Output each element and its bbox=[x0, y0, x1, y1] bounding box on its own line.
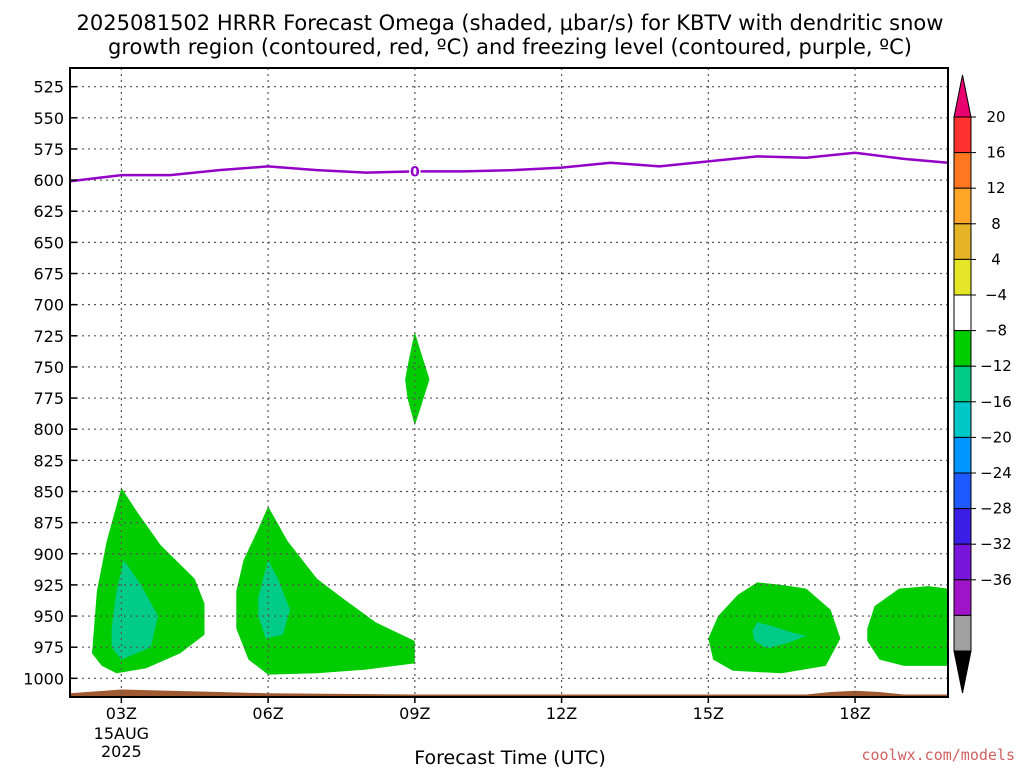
colorbar-box bbox=[953, 365, 972, 403]
y-tick-label: 675 bbox=[33, 265, 64, 284]
x-tick-label: 09Z bbox=[399, 704, 430, 723]
y-tick-label: 850 bbox=[33, 482, 64, 501]
y-tick-label: 825 bbox=[33, 451, 64, 470]
omega-region-6 bbox=[752, 622, 807, 649]
x-tick-label: 06Z bbox=[252, 704, 283, 723]
omega-region-3 bbox=[258, 560, 291, 639]
omega-colorbar: 20 16 12 8 4 −4 −8 −12 −16 −20 −24 −28 −32 −36 bbox=[953, 74, 1012, 694]
colorbar-box bbox=[953, 223, 972, 260]
omega-region-1 bbox=[111, 560, 158, 660]
colorbar-label: 16 bbox=[986, 144, 1005, 162]
y-tick-label: 550 bbox=[33, 109, 64, 128]
colorbar-label: 4 bbox=[991, 250, 1001, 268]
colorbar-label: 20 bbox=[986, 108, 1005, 126]
colorbar-box bbox=[953, 614, 972, 652]
colorbar-box bbox=[953, 330, 972, 367]
x-tick-label: 15Z bbox=[693, 704, 724, 723]
colorbar-box bbox=[953, 508, 972, 545]
x-date-label: 15AUG bbox=[94, 724, 149, 743]
colorbar-label: −24 bbox=[980, 464, 1012, 482]
colorbar-label: −28 bbox=[980, 500, 1012, 518]
omega-shading bbox=[92, 332, 948, 675]
omega-region-4 bbox=[405, 332, 430, 426]
colorbar-label: −12 bbox=[980, 357, 1012, 375]
colorbar-box bbox=[953, 436, 972, 474]
colorbar-box bbox=[953, 472, 972, 510]
colorbar-box bbox=[953, 116, 972, 154]
y-tick-label: 650 bbox=[33, 233, 64, 252]
chart-title-line-2: growth region (contoured, red, ºC) and f… bbox=[108, 35, 912, 59]
y-tick-label: 1000 bbox=[23, 669, 64, 688]
freezing-level-label: 0 bbox=[410, 164, 420, 180]
y-tick-label: 625 bbox=[33, 202, 64, 221]
colorbar-box bbox=[953, 543, 972, 581]
freezing-level-contour: 0 bbox=[69, 151, 949, 183]
y-tick-label: 575 bbox=[33, 140, 64, 159]
x-axis-title: Forecast Time (UTC) bbox=[414, 747, 605, 768]
colorbar-box bbox=[953, 152, 972, 189]
y-tick-label: 600 bbox=[33, 171, 64, 190]
colorbar-box bbox=[953, 294, 972, 332]
y-tick-label: 950 bbox=[33, 607, 64, 626]
colorbar-box bbox=[953, 401, 972, 438]
x-date-label: 2025 bbox=[101, 742, 142, 761]
chart-title-line-1: 2025081502 HRRR Forecast Omega (shaded, … bbox=[77, 11, 944, 35]
y-tick-label: 525 bbox=[33, 78, 64, 97]
freezing-level-line bbox=[69, 151, 949, 183]
y-tick-label: 725 bbox=[33, 327, 64, 346]
y-tick-label: 900 bbox=[33, 545, 64, 564]
plot-frame bbox=[69, 67, 949, 698]
x-tick-label: 03Z bbox=[106, 704, 137, 723]
x-tick-label: 12Z bbox=[546, 704, 577, 723]
y-tick-label: 700 bbox=[33, 296, 64, 315]
y-tick-label: 775 bbox=[33, 389, 64, 408]
y-tick-label: 925 bbox=[33, 576, 64, 595]
colorbar-label: −20 bbox=[980, 428, 1012, 446]
x-tick-label: 18Z bbox=[839, 704, 870, 723]
gridlines bbox=[70, 68, 948, 697]
colorbar-bottom-arrow bbox=[953, 650, 972, 694]
y-tick-label: 800 bbox=[33, 420, 64, 439]
y-tick-label: 975 bbox=[33, 638, 64, 657]
colorbar-label: −8 bbox=[985, 322, 1007, 340]
colorbar-label: −4 bbox=[985, 286, 1007, 304]
colorbar-box bbox=[953, 258, 972, 296]
colorbar-label: −36 bbox=[980, 571, 1012, 589]
colorbar-label: 12 bbox=[986, 179, 1005, 197]
colorbar-box bbox=[953, 187, 972, 225]
surface-terrain bbox=[70, 689, 948, 697]
y-axis: 525 550 575 600 625 650 675 700 725 750 775 800 825 8… bbox=[23, 78, 77, 688]
omega-region-7 bbox=[867, 586, 948, 666]
y-tick-label: 750 bbox=[33, 358, 64, 377]
colorbar-box bbox=[953, 579, 972, 616]
credit-text: coolwx.com/models bbox=[861, 746, 1015, 764]
colorbar-top-arrow bbox=[953, 74, 972, 118]
colorbar-label: −32 bbox=[980, 535, 1012, 553]
colorbar-label: 8 bbox=[991, 215, 1001, 233]
surface-fill bbox=[70, 689, 948, 697]
y-tick-label: 875 bbox=[33, 514, 64, 533]
colorbar-label: −16 bbox=[980, 393, 1012, 411]
